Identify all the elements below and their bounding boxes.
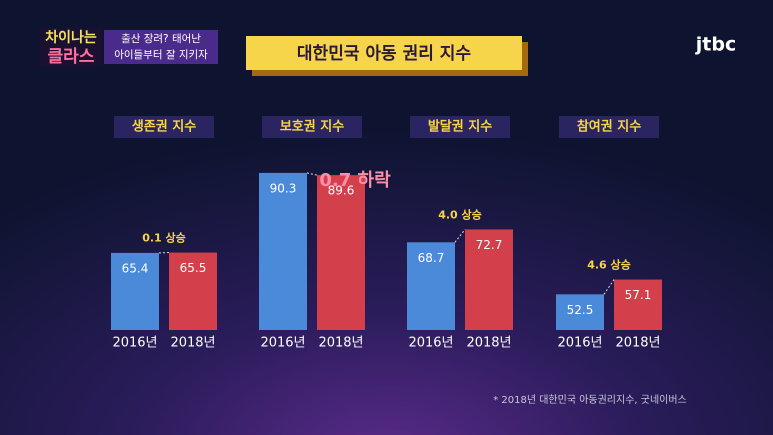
title-box	[246, 36, 522, 70]
group-title-box	[559, 116, 659, 138]
value-label: 65.5	[180, 261, 207, 275]
x-tick-label: 2018년	[170, 336, 215, 351]
value-label: 89.6	[328, 184, 355, 198]
value-label: 65.4	[122, 261, 149, 275]
x-tick-label: 2016년	[557, 336, 602, 351]
annotation: 0.7 하락	[319, 170, 391, 191]
group-title: 보호권 지수	[280, 120, 344, 135]
x-tick-label: 2016년	[260, 336, 305, 351]
bar	[614, 279, 662, 330]
x-tick-label: 2018년	[466, 336, 511, 351]
connector	[603, 279, 615, 295]
group-title-box	[262, 116, 362, 138]
annotation: 0.1 상승	[142, 231, 186, 245]
x-tick-label: 2016년	[112, 336, 157, 351]
bar	[259, 172, 307, 330]
x-tick-label: 2018년	[318, 336, 363, 351]
x-tick-label: 2016년	[408, 336, 453, 351]
group-title: 참여권 지수	[577, 119, 641, 135]
episode: 출산 장려? 태어난	[121, 33, 201, 45]
bar	[407, 242, 455, 330]
source: * 2018년 대한민국 아동권리지수, 굿네이버스	[493, 394, 687, 406]
bar	[317, 175, 365, 330]
group-title-box	[114, 116, 214, 138]
title: 대한민국 아동 권리 지수	[297, 44, 472, 64]
value-label: 72.7	[476, 238, 503, 252]
bar	[111, 252, 159, 330]
channel: jtbc	[695, 34, 736, 56]
connector	[306, 172, 318, 176]
group-title-box	[410, 116, 510, 138]
connector	[454, 229, 466, 243]
bar	[556, 294, 604, 330]
annotation: 4.6 상승	[587, 258, 631, 272]
episode: 아이들부터 잘 지키자	[114, 49, 208, 61]
value-label: 68.7	[418, 251, 445, 265]
x-tick-label: 2018년	[615, 336, 660, 351]
value-label: 57.1	[625, 288, 652, 302]
value-label: 52.5	[567, 303, 594, 317]
logo: 클라스	[48, 47, 95, 67]
episode-box	[104, 30, 218, 64]
group-title: 생존권 지수	[132, 120, 196, 135]
annotation: 4.0 상승	[438, 207, 482, 221]
logo-box	[40, 28, 102, 66]
bar	[169, 252, 217, 330]
logo: 차이나는	[45, 29, 97, 46]
bar	[465, 229, 513, 330]
group-title: 발달권 지수	[428, 119, 492, 135]
value-label: 90.3	[270, 181, 297, 195]
